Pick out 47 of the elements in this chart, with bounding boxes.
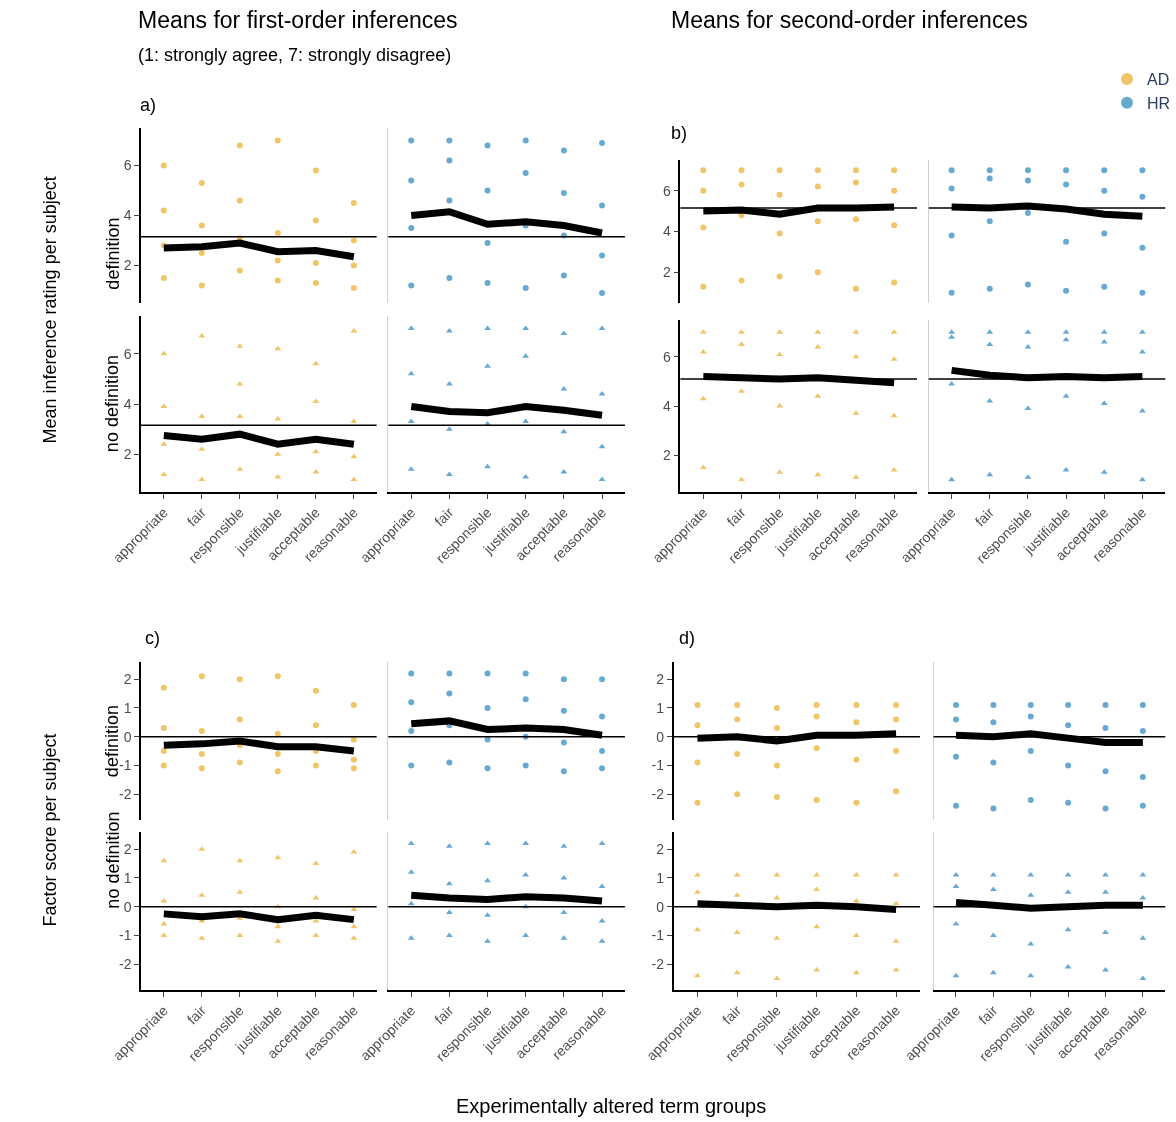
legend-label: HR bbox=[1147, 94, 1171, 112]
y-tick-label: 1 bbox=[656, 699, 665, 716]
text: d) bbox=[679, 628, 696, 648]
y-axis-title: no definition bbox=[102, 811, 123, 909]
text: Factor score per subject bbox=[40, 733, 61, 927]
y-tick-label: -2 bbox=[119, 956, 132, 973]
y-tick-label: 0 bbox=[656, 898, 665, 915]
y-tick-label: -1 bbox=[119, 927, 132, 944]
y-tick-label: 0 bbox=[656, 728, 665, 745]
y-tick-label: 1 bbox=[656, 869, 665, 886]
y-tick-label: 2 bbox=[123, 671, 132, 688]
y-tick-label: 4 bbox=[123, 395, 132, 412]
y-tick-label: 4 bbox=[663, 397, 672, 414]
text: Experimentally altered term groups bbox=[456, 1095, 767, 1117]
y-tick-label: -2 bbox=[651, 956, 665, 973]
y-tick-label: -1 bbox=[651, 927, 665, 944]
text: c) bbox=[145, 628, 160, 648]
chart-title: Means for first-order inferences bbox=[138, 7, 458, 33]
y-tick-label: 6 bbox=[663, 182, 672, 199]
chart-subtitle: (1: strongly agree, 7: strongly disagree) bbox=[138, 45, 452, 65]
y-tick-label: 2 bbox=[123, 841, 132, 858]
text: a) bbox=[140, 95, 157, 115]
y-axis-title: no definition bbox=[102, 355, 123, 453]
text: Mean inference rating per subject bbox=[40, 176, 61, 444]
y-tick-label: 2 bbox=[123, 257, 132, 274]
legend-label: AD bbox=[1147, 71, 1170, 89]
y-tick-label: 1 bbox=[123, 699, 132, 716]
y-tick-label: 4 bbox=[123, 207, 132, 224]
y-tick-label: -1 bbox=[119, 757, 132, 774]
y-tick-label: 0 bbox=[123, 728, 132, 745]
y-tick-label: 6 bbox=[123, 157, 132, 174]
text: b) bbox=[671, 123, 688, 143]
y-tick-label: 4 bbox=[663, 223, 672, 240]
y-tick-label: -2 bbox=[651, 786, 665, 803]
y-tick-label: 2 bbox=[656, 671, 665, 688]
y-tick-label: 6 bbox=[663, 348, 672, 365]
y-tick-label: 2 bbox=[656, 841, 665, 858]
y-tick-label: 0 bbox=[123, 898, 132, 915]
y-tick-label: 1 bbox=[123, 869, 132, 886]
y-tick-label: 2 bbox=[663, 264, 672, 281]
chart-title: Means for second-order inferences bbox=[671, 7, 1028, 33]
y-axis-title: definition bbox=[102, 217, 123, 290]
y-tick-label: 2 bbox=[123, 446, 132, 463]
y-tick-label: -2 bbox=[119, 786, 132, 803]
y-tick-label: -1 bbox=[651, 757, 665, 774]
y-tick-label: 2 bbox=[663, 447, 672, 464]
y-tick-label: 6 bbox=[123, 345, 132, 362]
